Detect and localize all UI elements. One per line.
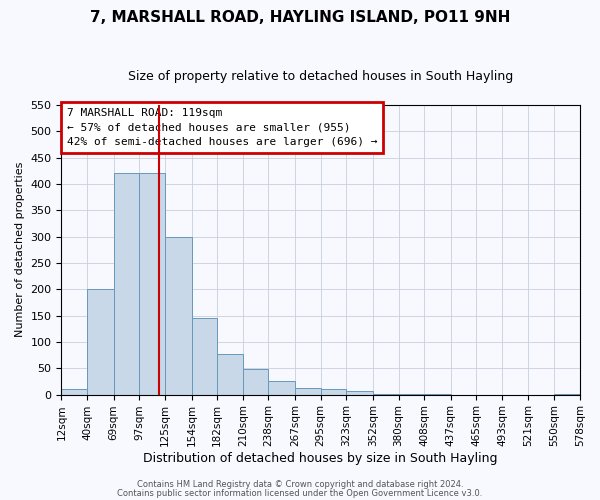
Text: 7 MARSHALL ROAD: 119sqm
← 57% of detached houses are smaller (955)
42% of semi-d: 7 MARSHALL ROAD: 119sqm ← 57% of detache… <box>67 108 377 148</box>
Bar <box>165 236 191 394</box>
Bar <box>321 390 346 394</box>
Bar <box>295 388 321 394</box>
Text: Contains public sector information licensed under the Open Government Licence v3: Contains public sector information licen… <box>118 488 482 498</box>
Text: 7, MARSHALL ROAD, HAYLING ISLAND, PO11 9NH: 7, MARSHALL ROAD, HAYLING ISLAND, PO11 9… <box>90 10 510 25</box>
Bar <box>243 370 268 394</box>
Title: Size of property relative to detached houses in South Hayling: Size of property relative to detached ho… <box>128 70 514 83</box>
Bar <box>139 174 165 394</box>
Y-axis label: Number of detached properties: Number of detached properties <box>15 162 25 338</box>
Bar <box>191 318 217 394</box>
Bar <box>87 290 113 395</box>
Bar <box>61 390 87 394</box>
Bar <box>113 174 139 394</box>
X-axis label: Distribution of detached houses by size in South Hayling: Distribution of detached houses by size … <box>143 452 498 465</box>
Bar <box>268 382 295 394</box>
Bar <box>217 354 243 395</box>
Text: Contains HM Land Registry data © Crown copyright and database right 2024.: Contains HM Land Registry data © Crown c… <box>137 480 463 489</box>
Bar <box>346 391 373 394</box>
